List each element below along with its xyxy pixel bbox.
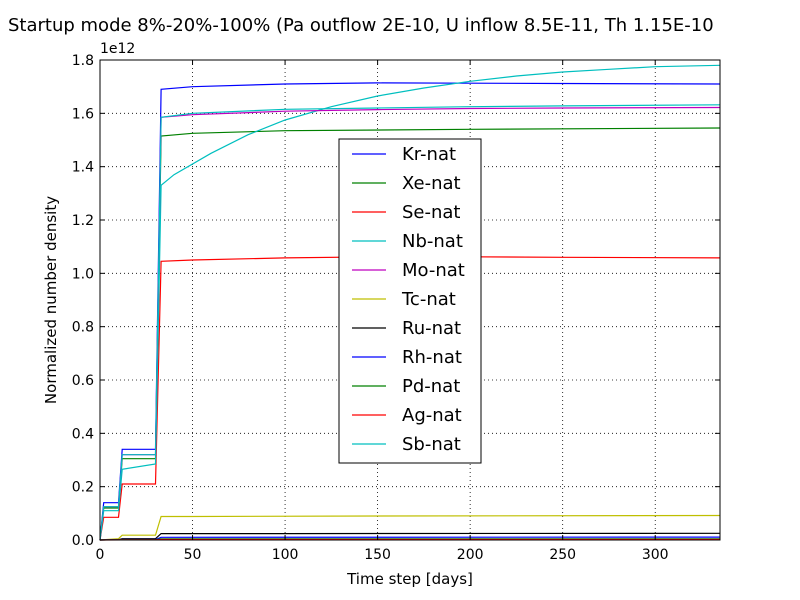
x-tick-label: 300 [642, 547, 669, 563]
legend-label: Nb-nat [402, 231, 463, 252]
y-multiplier: 1e12 [100, 41, 135, 57]
series-line-tc-nat [99, 514, 721, 541]
legend-label: Kr-nat [402, 144, 456, 165]
series-group [99, 64, 721, 541]
legend-label: Mo-nat [402, 260, 465, 281]
y-axis-label: Normalized number density [42, 196, 60, 404]
plot-frame [99, 59, 721, 541]
legend-label: Tc-nat [401, 289, 456, 310]
series-line-sb-nat [99, 104, 721, 541]
y-tick-label: 0.4 [72, 426, 94, 442]
legend-label: Ag-nat [402, 405, 462, 426]
y-tick-label: 1.2 [72, 213, 94, 229]
y-tick-label: 0.0 [72, 533, 94, 549]
x-tick-label: 0 [96, 547, 105, 563]
y-tick-label: 1.6 [72, 106, 94, 122]
y-tick-label: 1.4 [72, 160, 94, 176]
legend: Kr-nat Xe-nat Se-nat Nb-nat Mo-nat Tc-nat Ru-n… [338, 138, 482, 464]
y-tick-group: 0.0 0.2 0.4 0.6 0.8 1.0 1.2 1.4 1.6 1.8 [72, 53, 720, 549]
x-tick-label: 250 [549, 547, 576, 563]
x-axis-label: Time step [days] [346, 570, 473, 588]
legend-label: Sb-nat [402, 434, 461, 455]
legend-label: Rh-nat [402, 347, 462, 368]
y-tick-label: 0.6 [72, 373, 94, 389]
legend-box [338, 138, 482, 464]
legend-label: Ru-nat [402, 318, 461, 339]
series-line-se-nat [99, 256, 721, 541]
x-tick-label: 100 [272, 547, 299, 563]
y-tick-label: 1.8 [72, 53, 94, 69]
x-tick-group: 0 50 100 150 200 250 300 [96, 60, 669, 563]
series-line-kr-nat [99, 82, 721, 541]
chart-title: Startup mode 8%-20%-100% (Pa outflow 2E-… [8, 15, 714, 36]
legend-label: Pd-nat [402, 376, 460, 397]
y-tick-label: 1.0 [72, 266, 94, 282]
x-tick-label: 150 [364, 547, 391, 563]
legend-label: Xe-nat [402, 173, 461, 194]
y-tick-label: 0.8 [72, 320, 94, 336]
x-tick-label: 200 [457, 547, 484, 563]
series-line-nb-nat [99, 64, 721, 541]
x-tick-label: 50 [184, 547, 202, 563]
legend-label: Se-nat [402, 202, 461, 223]
y-tick-label: 0.2 [72, 480, 94, 496]
